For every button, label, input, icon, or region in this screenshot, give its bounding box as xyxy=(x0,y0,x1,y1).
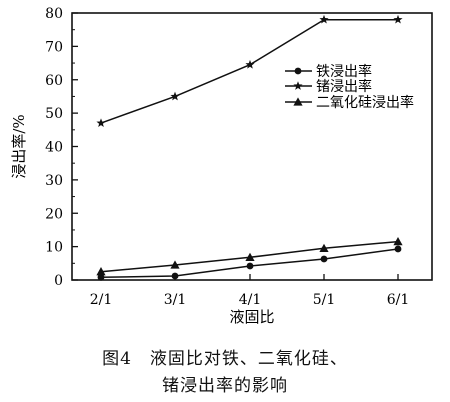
series-3-point xyxy=(170,260,180,269)
legend-marker-2 xyxy=(293,81,303,90)
series-2-point xyxy=(393,14,403,24)
series-1-point xyxy=(97,273,105,281)
series-1-point xyxy=(320,255,328,263)
legend-marker-3 xyxy=(293,97,303,106)
series-2-point xyxy=(170,91,180,101)
x-tick-label: 4/1 xyxy=(239,292,262,308)
x-tick-label: 6/1 xyxy=(387,292,410,308)
y-tick-label: 80 xyxy=(45,6,63,22)
x-tick-label: 3/1 xyxy=(164,292,187,308)
x-tick-label: 2/1 xyxy=(90,292,113,308)
plot-frame xyxy=(71,12,433,281)
series-3-point xyxy=(319,243,329,252)
legend-marker-1 xyxy=(294,67,302,75)
y-tick-label: 60 xyxy=(45,73,63,89)
series-1-point xyxy=(171,272,179,280)
y-tick-label: 70 xyxy=(45,39,63,55)
y-axis-label: 浸出率/% xyxy=(10,114,28,178)
y-tick-label: 10 xyxy=(45,240,63,256)
series-1-point xyxy=(246,262,254,270)
y-tick-label: 40 xyxy=(45,140,63,156)
legend-label-3: 二氧化硅浸出率 xyxy=(316,94,414,111)
y-tick-label: 0 xyxy=(54,273,63,289)
series-2-point xyxy=(319,14,329,24)
y-tick-label: 20 xyxy=(45,206,63,222)
legend-label-2: 锗浸出率 xyxy=(316,78,372,95)
figure-caption-line-2: 锗浸出率的影响 xyxy=(162,376,288,396)
series-3-point xyxy=(245,252,255,261)
figure-caption-line-1: 图4 液固比对铁、二氧化硅、 xyxy=(102,349,348,369)
y-tick-label: 50 xyxy=(45,106,63,122)
x-tick-label: 5/1 xyxy=(313,292,336,308)
y-tick-label: 30 xyxy=(45,173,63,189)
series-1-point xyxy=(394,245,402,253)
x-axis-label: 液固比 xyxy=(229,308,274,326)
legend-label-1: 铁浸出率 xyxy=(316,63,372,80)
series-3-point xyxy=(393,237,403,246)
series-2-point xyxy=(96,118,106,128)
series-3-point xyxy=(96,267,106,276)
series-2-point xyxy=(245,59,255,69)
